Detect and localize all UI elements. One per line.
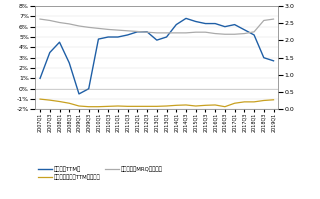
净利率（TTM） (87, 88, 91, 90)
净利率（TTM） (38, 77, 42, 80)
权益乘数（MRQ，右轴） (155, 32, 159, 34)
净利率（TTM） (116, 36, 120, 38)
权益乘数（MRQ，右轴） (194, 31, 198, 33)
净利率（TTM） (145, 31, 149, 33)
权益乘数（MRQ，右轴） (204, 31, 207, 33)
权益乘数（MRQ，右轴） (262, 19, 266, 22)
总资产周转率（TTM，右轴） (67, 102, 71, 104)
权益乘数（MRQ，右轴） (233, 33, 236, 35)
总资产周转率（TTM，右轴） (48, 99, 52, 101)
权益乘数（MRQ，右轴） (145, 31, 149, 33)
权益乘数（MRQ，右轴） (38, 18, 42, 20)
总资产周转率（TTM，右轴） (184, 104, 188, 106)
总资产周转率（TTM，右轴） (164, 105, 168, 107)
权益乘数（MRQ，右轴） (116, 29, 120, 31)
权益乘数（MRQ，右轴） (87, 26, 91, 28)
净利率（TTM） (97, 38, 100, 40)
权益乘数（MRQ，右轴） (67, 23, 71, 25)
总资产周转率（TTM，右轴） (233, 102, 236, 104)
权益乘数（MRQ，右轴） (174, 32, 178, 34)
Line: 净利率（TTM）: 净利率（TTM） (40, 18, 274, 94)
净利率（TTM） (174, 23, 178, 26)
总资产周转率（TTM，右轴） (194, 105, 198, 107)
净利率（TTM） (243, 29, 246, 31)
净利率（TTM） (67, 62, 71, 64)
总资产周转率（TTM，右轴） (155, 105, 159, 107)
净利率（TTM） (272, 60, 276, 62)
权益乘数（MRQ，右轴） (97, 27, 100, 30)
权益乘数（MRQ，右轴） (106, 28, 110, 31)
权益乘数（MRQ，右轴） (184, 32, 188, 34)
总资产周转率（TTM，右轴） (126, 105, 130, 107)
总资产周转率（TTM，右轴） (243, 101, 246, 103)
总资产周转率（TTM，右轴） (106, 105, 110, 107)
净利率（TTM） (135, 31, 139, 33)
权益乘数（MRQ，右轴） (164, 32, 168, 34)
总资产周转率（TTM，右轴） (135, 105, 139, 107)
总资产周转率（TTM，右轴） (272, 99, 276, 101)
权益乘数（MRQ，右轴） (126, 30, 130, 32)
权益乘数（MRQ，右轴） (135, 30, 139, 33)
总资产周转率（TTM，右轴） (116, 105, 120, 107)
净利率（TTM） (164, 36, 168, 38)
权益乘数（MRQ，右轴） (58, 21, 61, 24)
净利率（TTM） (126, 34, 130, 36)
净利率（TTM） (262, 57, 266, 59)
总资产周转率（TTM，右轴） (97, 105, 100, 108)
净利率（TTM） (155, 39, 159, 41)
权益乘数（MRQ，右轴） (252, 31, 256, 33)
权益乘数（MRQ，右轴） (213, 32, 217, 35)
净利率（TTM） (213, 22, 217, 25)
权益乘数（MRQ，右轴） (243, 32, 246, 35)
权益乘数（MRQ，右轴） (223, 33, 227, 35)
总资产周转率（TTM，右轴） (262, 99, 266, 102)
总资产周转率（TTM，右轴） (77, 105, 81, 107)
总资产周转率（TTM，右轴） (223, 105, 227, 108)
Legend: 净利率（TTM）, 总资产周转率（TTM，右轴）, 权益乘数（MRQ，右轴）: 净利率（TTM）, 总资产周转率（TTM，右轴）, 权益乘数（MRQ，右轴） (38, 166, 162, 180)
权益乘数（MRQ，右轴） (272, 18, 276, 20)
净利率（TTM） (194, 20, 198, 23)
净利率（TTM） (223, 25, 227, 28)
Line: 总资产周转率（TTM，右轴）: 总资产周转率（TTM，右轴） (40, 99, 274, 107)
总资产周转率（TTM，右轴） (252, 101, 256, 103)
总资产周转率（TTM，右轴） (58, 100, 61, 103)
净利率（TTM） (77, 93, 81, 95)
净利率（TTM） (184, 17, 188, 20)
净利率（TTM） (58, 41, 61, 43)
净利率（TTM） (204, 22, 207, 25)
净利率（TTM） (252, 34, 256, 36)
净利率（TTM） (233, 23, 236, 26)
净利率（TTM） (106, 36, 110, 38)
总资产周转率（TTM，右轴） (38, 98, 42, 100)
净利率（TTM） (48, 51, 52, 54)
总资产周转率（TTM，右轴） (213, 104, 217, 106)
总资产周转率（TTM，右轴） (87, 105, 91, 108)
总资产周转率（TTM，右轴） (145, 105, 149, 107)
总资产周转率（TTM，右轴） (174, 104, 178, 106)
Line: 权益乘数（MRQ，右轴）: 权益乘数（MRQ，右轴） (40, 19, 274, 34)
权益乘数（MRQ，右轴） (48, 19, 52, 22)
总资产周转率（TTM，右轴） (204, 104, 207, 106)
权益乘数（MRQ，右轴） (77, 25, 81, 27)
